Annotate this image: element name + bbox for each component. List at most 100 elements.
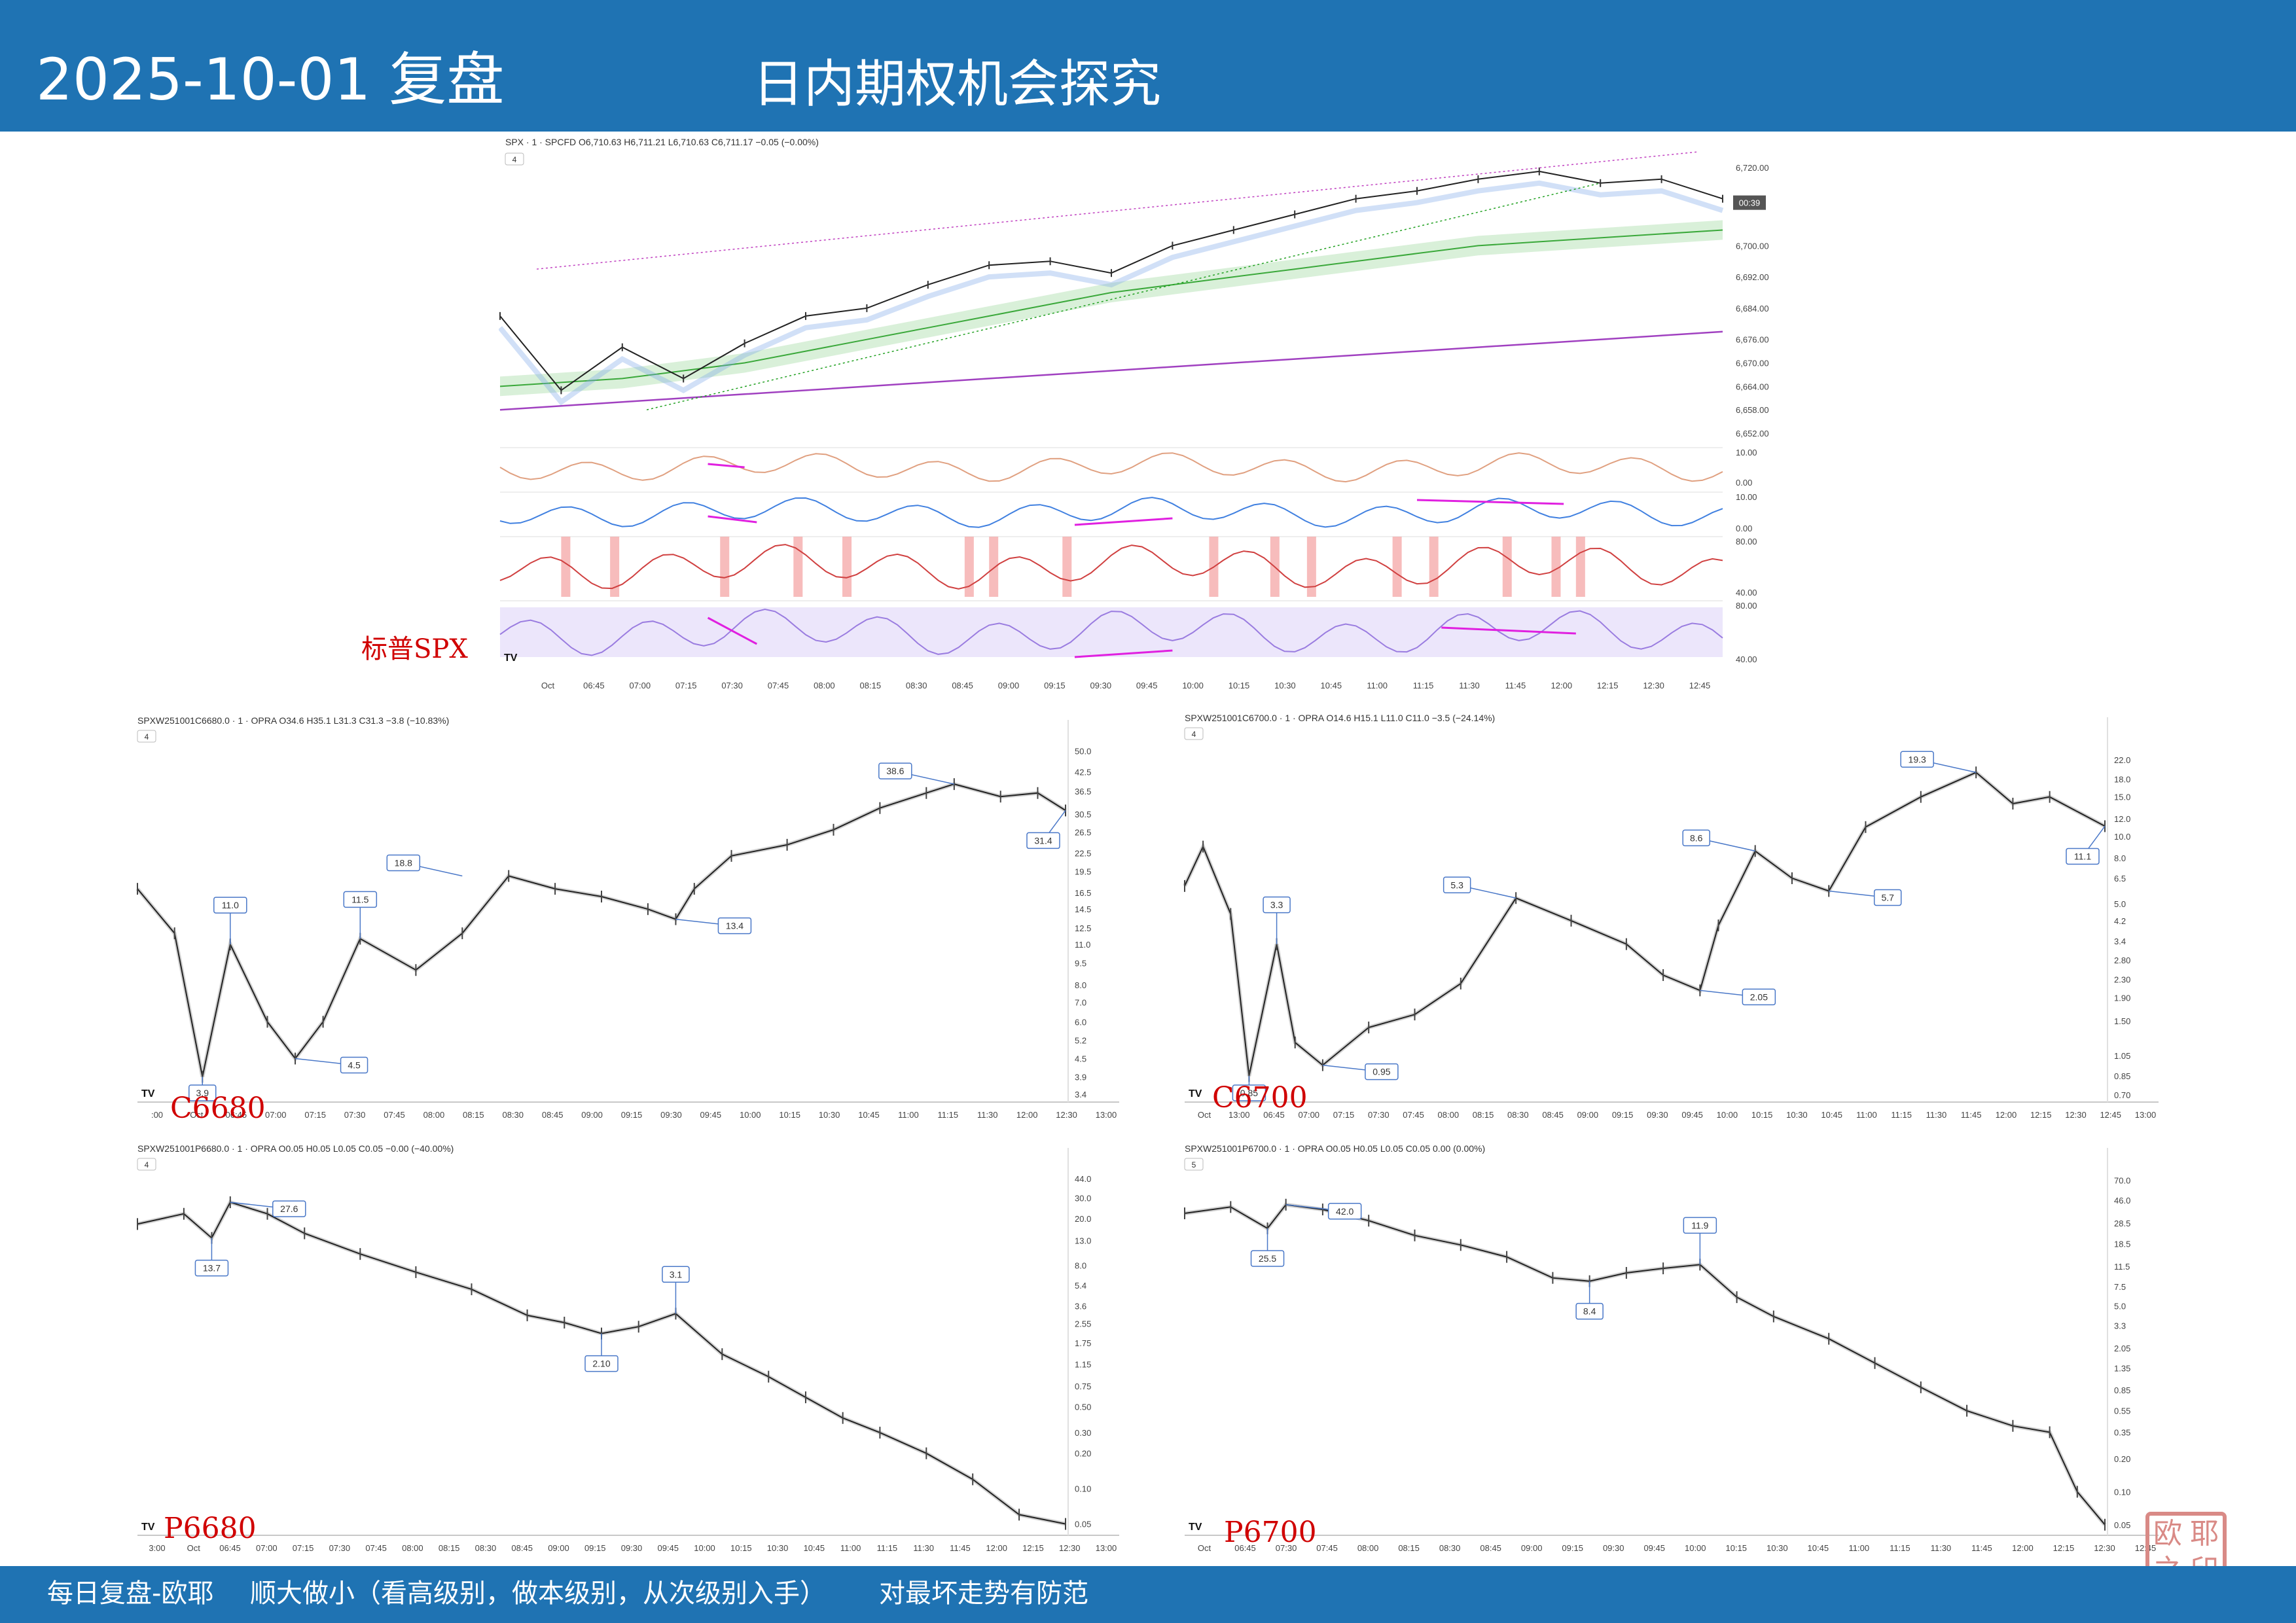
signal-bar [610,537,620,597]
x-tick-label: 11:00 [1849,1543,1870,1553]
x-tick-label: 09:15 [584,1543,606,1553]
c6680-chart-svg: SPXW251001C6680.0 · 1 · OPRA O34.6 H35.1… [135,715,1119,1120]
x-tick-label: 12:00 [986,1543,1007,1553]
signal-bar [1551,537,1561,597]
x-tick-label: 11:45 [950,1543,971,1553]
c6680-chart-label: C6680 [170,1092,266,1125]
signal-bar [1392,537,1402,597]
y-tick-label: 11.0 [1075,940,1090,950]
y-tick-label: 3.3 [2114,1321,2126,1331]
y-tick-label: 10.0 [2114,832,2130,842]
y-tick-label: 6,676.00 [1736,335,1769,345]
y-tick-label: 5.2 [1075,1035,1086,1045]
x-tick-label: 08:45 [511,1543,533,1553]
resistance-trendline [536,151,1698,270]
callout-box [340,1056,368,1074]
x-tick-label: 13:00 [2135,1110,2157,1120]
x-tick-label: 07:30 [721,681,743,690]
interval-box [1184,1158,1204,1171]
x-tick-label: 12:00 [1551,681,1573,690]
ema-green-line [499,229,1723,387]
y-tick-label: 7.5 [2114,1282,2126,1292]
x-tick-label: 09:45 [700,1110,722,1120]
signal-bar [561,537,571,597]
y-tick-label: 2.30 [2114,974,2130,984]
c6680-chart-panel[interactable]: SPXW251001C6680.0 · 1 · OPRA O34.6 H35.1… [131,704,1126,1128]
y-tick-label: 13.0 [1075,1236,1091,1246]
x-tick-label: 11:00 [1367,681,1388,690]
x-tick-label: 10:30 [1786,1110,1808,1120]
y-tick-label: 3.6 [1075,1302,1086,1311]
x-tick-label: 10:45 [858,1110,880,1120]
pane-tick-label: 80.00 [1736,537,1757,546]
chart-title: SPXW251001P6700.0 · 1 · OPRA O0.05 H0.05… [1185,1143,1485,1154]
x-tick-label: 07:15 [293,1543,314,1553]
x-tick-label: 12:30 [1056,1110,1077,1120]
x-tick-label: 12:15 [1022,1543,1044,1553]
price-band [1183,770,2106,1077]
x-tick-label: 11:15 [1890,1543,1910,1553]
y-tick-label: 6.5 [2114,874,2126,883]
footer-bar: 每日复盘-欧耶 顺大做小（看高级别，做本级别，从次级别入手） 对最坏走势有防范 [0,1566,2296,1623]
signal-bar [964,537,974,597]
y-tick-label: 0.75 [1075,1382,1091,1391]
callout-box [662,1266,690,1283]
x-tick-label: 07:30 [1276,1543,1297,1553]
callout-label: 31.4 [1034,835,1052,846]
x-tick-label: 11:00 [840,1543,861,1553]
y-tick-label: 22.0 [2114,755,2130,765]
y-tick-label: 18.0 [2114,775,2130,785]
footer-risk-note: 对最坏走势有防范 [879,1578,1088,1609]
c6700-chart-panel[interactable]: SPXW251001C6700.0 · 1 · OPRA O14.6 H15.1… [1178,702,2165,1128]
oscillator-line [499,608,1723,656]
x-tick-label: 09:15 [1044,681,1066,690]
price-band [1184,1202,2107,1526]
callout-label: 11.5 [351,894,368,904]
callout-label: 38.6 [886,766,904,776]
x-tick-label: 06:45 [219,1543,241,1553]
x-tick-label: 08:45 [952,681,973,690]
p6700-chart-panel[interactable]: SPXW251001P6700.0 · 1 · OPRA O0.05 H0.05… [1178,1132,2165,1561]
y-tick-label: 2.55 [1075,1319,1091,1329]
y-tick-label: 46.0 [2114,1196,2130,1205]
y-tick-label: 4.5 [1075,1054,1086,1063]
callout-box [1250,1250,1285,1267]
p6680-chart-panel[interactable]: SPXW251001P6680.0 · 1 · OPRA O0.05 H0.05… [131,1132,1126,1561]
callout-box [194,1259,229,1277]
x-tick-label: 08:45 [1542,1110,1564,1120]
callout-box [213,897,247,914]
callout-label: 42.0 [1336,1206,1354,1217]
callout-label: 8.4 [1583,1306,1596,1317]
x-tick-label: 13:00 [1229,1110,1250,1120]
x-tick-label: 09:45 [657,1543,679,1553]
pane-tick-label: 10.00 [1736,492,1757,502]
spx-chart-panel[interactable]: SPX · 1 · SPCFD O6,710.63 H6,711.21 L6,7… [499,134,1808,696]
callout-label: 13.4 [726,921,744,931]
x-tick-label: Oct [190,1110,204,1120]
x-tick-label: 11:45 [1961,1110,1982,1120]
pane-tick-label: 80.00 [1736,601,1757,611]
x-tick-label: 10:00 [740,1110,761,1120]
callout-box [1742,988,1776,1006]
callout-label: 8.6 [1690,832,1703,843]
callout-box [1682,829,1710,847]
interval-label: 4 [145,732,149,741]
blue-ribbon [499,180,1724,406]
x-tick-label: 08:15 [439,1543,460,1553]
x-tick-label: 08:15 [463,1110,484,1120]
callout-box [1026,832,1060,849]
oscillator-line [499,452,1723,483]
x-tick-label: 12:30 [2094,1543,2115,1553]
y-tick-label: 19.5 [1075,866,1091,876]
callout-box [188,1084,217,1101]
last-price-tag [1733,195,1766,210]
x-tick-label: 07:15 [304,1110,326,1120]
x-tick-label: 11:30 [1459,681,1480,690]
y-tick-label: 6,720.00 [1736,163,1769,173]
x-tick-label: 13:00 [1096,1110,1117,1120]
x-tick-label: 07:30 [329,1543,351,1553]
x-tick-label: 12:15 [2030,1110,2052,1120]
tradingview-logo-icon: TV [1189,1522,1202,1533]
x-tick-label: 12:00 [2012,1543,2034,1553]
x-tick-label: 11:30 [1926,1110,1947,1120]
